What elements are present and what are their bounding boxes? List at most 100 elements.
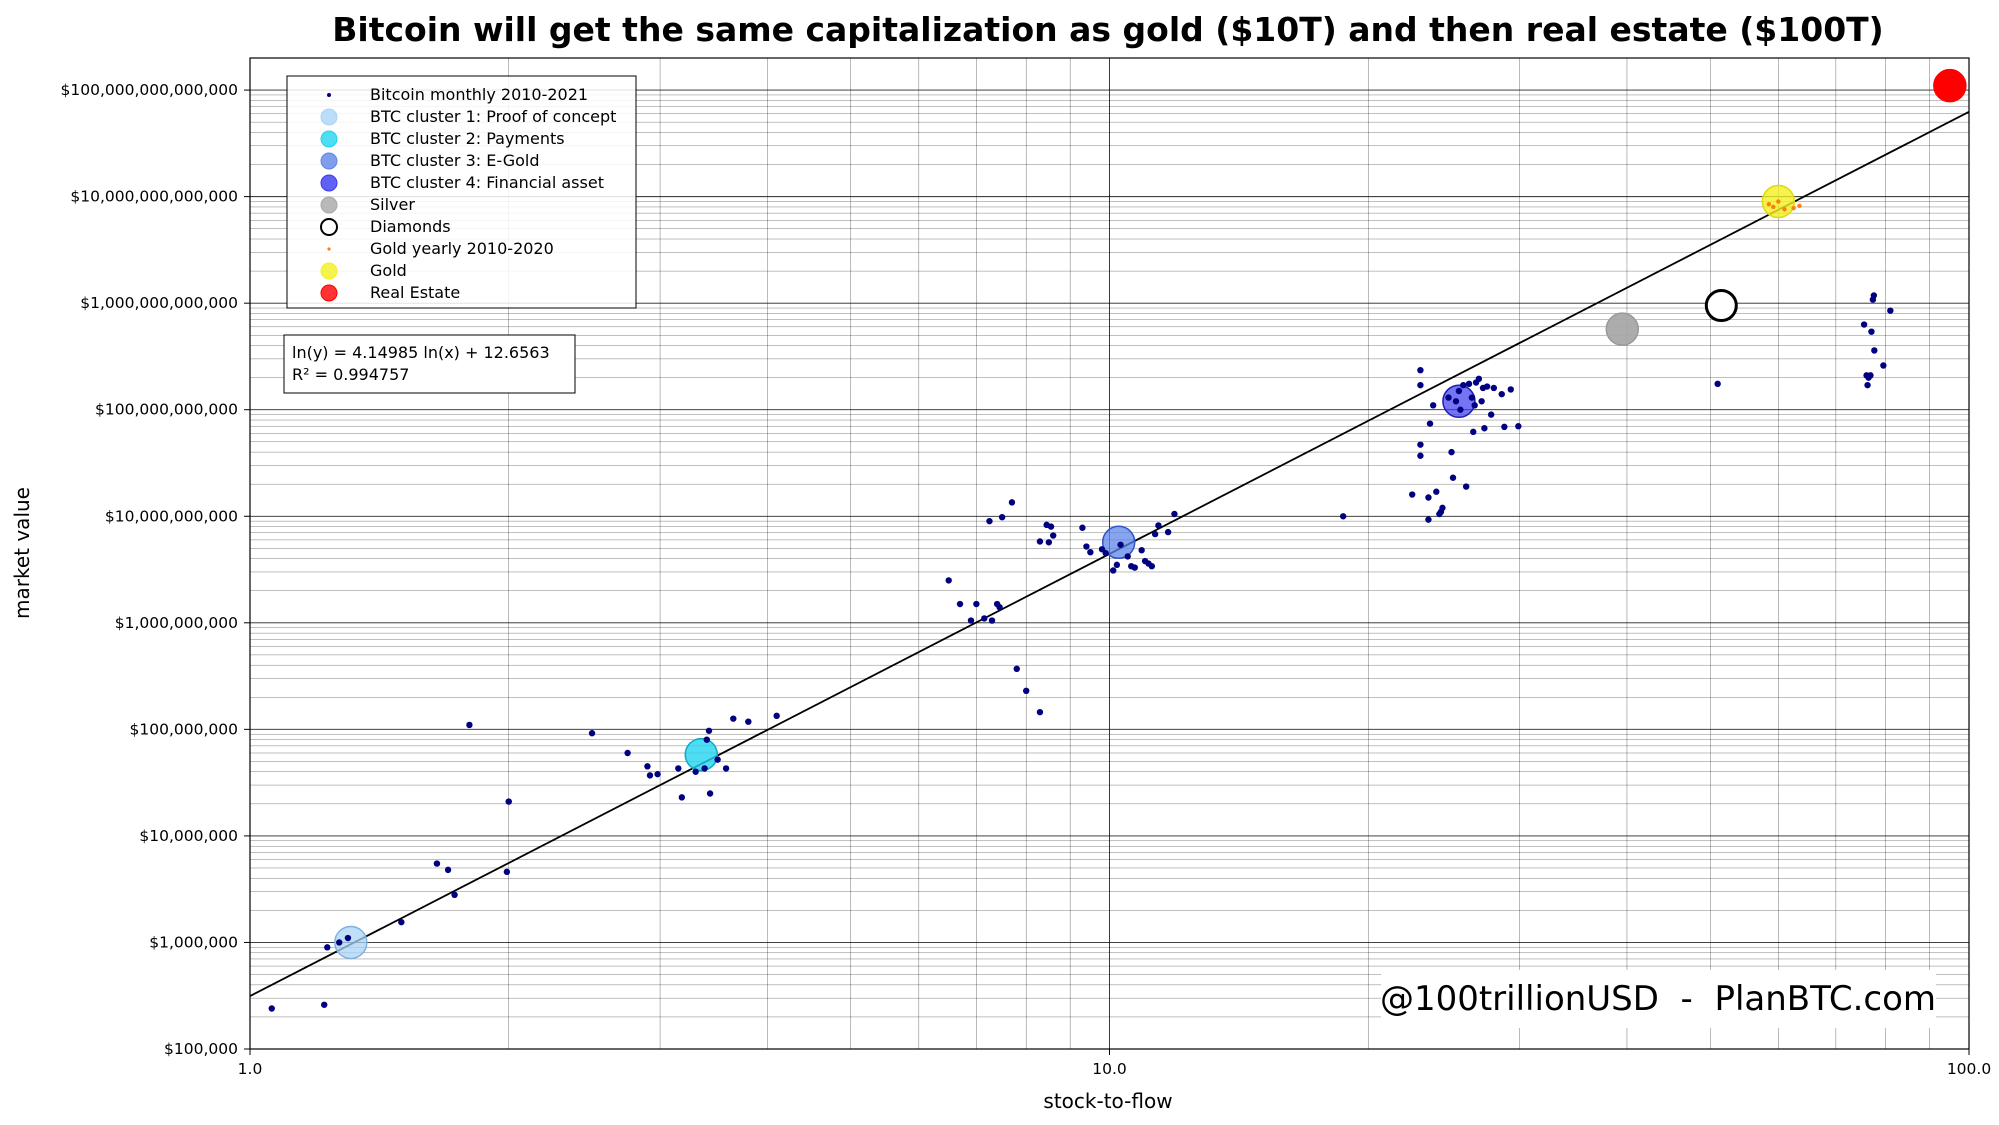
bitcoin-data-point <box>646 772 654 779</box>
bitcoin-data-point <box>1047 523 1055 530</box>
series-btc-cluster-1-proof-of-concept <box>334 925 368 960</box>
legend: Bitcoin monthly 2010-2021 BTC cluster 1: … <box>286 75 637 309</box>
bitcoin-data-point <box>505 798 512 805</box>
bitcoin-data-point <box>1445 394 1452 401</box>
legend-marker <box>320 284 338 302</box>
bitcoin-data-point <box>703 736 711 743</box>
bitcoin-data-point <box>1171 510 1178 518</box>
legend-marker <box>320 174 338 192</box>
data-point <box>1771 204 1776 210</box>
series-silver <box>1605 312 1640 346</box>
bitcoin-data-point <box>981 615 988 622</box>
bitcoin-data-point <box>1131 564 1138 571</box>
legend-label: BTC cluster 3: E-Gold <box>370 151 539 170</box>
bitcoin-data-point <box>1871 347 1878 354</box>
bitcoin-data-point <box>1457 406 1464 413</box>
fit-equation: ln(y) = 4.14985 ln(x) + 12.6563 <box>292 343 550 362</box>
bitcoin-data-point <box>1478 398 1485 405</box>
bitcoin-data-point <box>1013 665 1020 673</box>
data-point <box>1791 205 1796 211</box>
bitcoin-data-point <box>996 604 1003 611</box>
bitcoin-data-point <box>644 763 651 770</box>
series-gold-yearly-2010-2020 <box>1766 199 1802 212</box>
series-layer <box>268 68 1967 1012</box>
bitcoin-data-point <box>1429 402 1437 409</box>
fit-r-squared: R² = 0.994757 <box>292 365 409 384</box>
legend-label: Gold <box>370 261 407 280</box>
bitcoin-data-point <box>773 712 780 720</box>
bitcoin-data-point <box>1079 524 1086 531</box>
watermark: @100trillionUSD - PlanBTC.com <box>1380 979 1936 1019</box>
bitcoin-data-point <box>1868 328 1875 335</box>
bitcoin-data-point <box>451 891 458 899</box>
bitcoin-data-point <box>1036 538 1044 545</box>
bitcoin-data-point <box>1475 375 1483 383</box>
data-point <box>1933 68 1967 103</box>
legend-label: BTC cluster 4: Financial asset <box>370 173 604 192</box>
data-point <box>1704 289 1738 323</box>
bitcoin-data-point <box>1417 452 1424 459</box>
bitcoin-data-point <box>745 718 752 725</box>
grid <box>250 58 1969 1049</box>
legend-label: Silver <box>370 195 415 214</box>
legend-marker <box>320 196 338 214</box>
bitcoin-data-point <box>444 866 452 874</box>
bitcoin-data-point <box>1045 539 1053 546</box>
bitcoin-data-point <box>692 768 699 775</box>
series-diamonds <box>1704 289 1738 323</box>
bitcoin-data-point <box>1481 425 1488 432</box>
bitcoin-data-point <box>1138 547 1145 554</box>
bitcoin-data-point <box>714 756 721 763</box>
legend-entries: Bitcoin monthly 2010-2021 BTC cluster 1: … <box>320 85 616 302</box>
data-point <box>1605 312 1640 346</box>
legend-marker <box>320 130 338 148</box>
bitcoin-data-point <box>1417 381 1424 389</box>
bitcoin-data-point <box>1452 398 1460 405</box>
y-tick-label: $1,000,000,000,000 <box>80 294 238 312</box>
bitcoin-data-point <box>1050 532 1057 539</box>
bitcoin-data-point <box>1417 366 1424 374</box>
bitcoin-data-point <box>1468 394 1476 401</box>
equation-box: ln(y) = 4.14985 ln(x) + 12.6563 R² = 0.9… <box>283 334 576 394</box>
bitcoin-data-point <box>1339 513 1347 520</box>
legend-marker <box>320 218 338 236</box>
equation-frame <box>283 334 576 394</box>
bitcoin-data-point <box>967 617 975 624</box>
y-tick-label: $10,000,000 <box>139 827 238 845</box>
y-axis-label: market value <box>10 487 34 619</box>
bitcoin-data-point <box>1110 567 1117 574</box>
chart-title: Bitcoin will get the same capitalization… <box>332 10 1884 49</box>
series-real-estate <box>1933 68 1967 103</box>
bitcoin-data-point <box>1083 543 1090 550</box>
y-tick-label: $100,000,000 <box>130 720 238 738</box>
bitcoin-data-point <box>678 794 686 801</box>
bitcoin-data-point <box>1124 553 1131 560</box>
bitcoin-data-point <box>398 918 405 926</box>
bitcoin-data-point <box>1417 441 1424 448</box>
legend-marker <box>320 262 338 280</box>
bitcoin-data-point <box>1098 546 1106 553</box>
bitcoin-data-point <box>705 727 713 734</box>
bitcoin-data-point <box>1437 508 1445 516</box>
bitcoin-data-point <box>1117 541 1124 548</box>
legend-marker <box>320 108 338 126</box>
bitcoin-data-point <box>1148 562 1156 570</box>
bitcoin-data-point <box>1498 390 1505 398</box>
bitcoin-data-point <box>321 1001 328 1008</box>
bitcoin-data-point <box>1860 321 1868 328</box>
y-tick-label: $100,000,000,000 <box>95 401 238 419</box>
bitcoin-data-point <box>1501 423 1508 431</box>
bitcoin-data-point <box>675 765 682 772</box>
legend-label: BTC cluster 1: Proof of concept <box>370 107 616 126</box>
bitcoin-data-point <box>1425 494 1432 501</box>
series-btc-cluster-2-payments <box>684 737 719 772</box>
bitcoin-data-point <box>1008 499 1016 506</box>
bitcoin-data-point <box>1887 307 1894 314</box>
bitcoin-data-point <box>722 765 730 772</box>
bitcoin-data-point <box>654 770 661 778</box>
bitcoin-data-point <box>1164 528 1172 536</box>
bitcoin-data-point <box>1155 522 1162 529</box>
bitcoin-data-point <box>1460 381 1467 389</box>
y-tick-label: $1,000,000 <box>149 933 238 951</box>
